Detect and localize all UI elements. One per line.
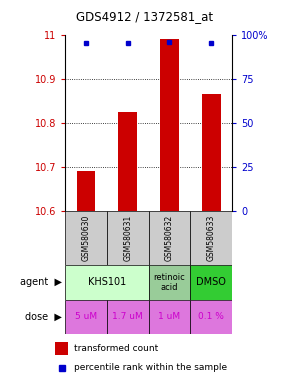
Text: agent  ▶: agent ▶: [20, 277, 62, 287]
Text: 1 uM: 1 uM: [158, 312, 181, 321]
Text: 5 uM: 5 uM: [75, 312, 97, 321]
Bar: [65, 265, 148, 300]
Bar: [190, 211, 232, 265]
Text: GDS4912 / 1372581_at: GDS4912 / 1372581_at: [77, 10, 213, 23]
Text: GSM580630: GSM580630: [81, 215, 90, 261]
Bar: [190, 265, 232, 300]
Text: KHS101: KHS101: [88, 277, 126, 287]
Bar: [55, 342, 68, 355]
Bar: [160, 39, 179, 211]
Text: DMSO: DMSO: [196, 277, 226, 287]
Text: GSM580633: GSM580633: [207, 215, 216, 261]
Text: GSM580631: GSM580631: [123, 215, 132, 261]
Bar: [77, 171, 95, 211]
Bar: [107, 211, 148, 265]
Text: dose  ▶: dose ▶: [26, 312, 62, 322]
Bar: [202, 94, 220, 211]
Bar: [65, 211, 107, 265]
Bar: [107, 300, 148, 334]
Text: transformed count: transformed count: [74, 344, 159, 353]
Text: retinoic
acid: retinoic acid: [154, 273, 185, 292]
Bar: [148, 211, 190, 265]
Text: 0.1 %: 0.1 %: [198, 312, 224, 321]
Bar: [190, 300, 232, 334]
Bar: [118, 112, 137, 211]
Text: percentile rank within the sample: percentile rank within the sample: [74, 363, 227, 372]
Text: GSM580632: GSM580632: [165, 215, 174, 261]
Bar: [65, 300, 107, 334]
Text: 1.7 uM: 1.7 uM: [113, 312, 143, 321]
Bar: [148, 265, 190, 300]
Bar: [148, 300, 190, 334]
